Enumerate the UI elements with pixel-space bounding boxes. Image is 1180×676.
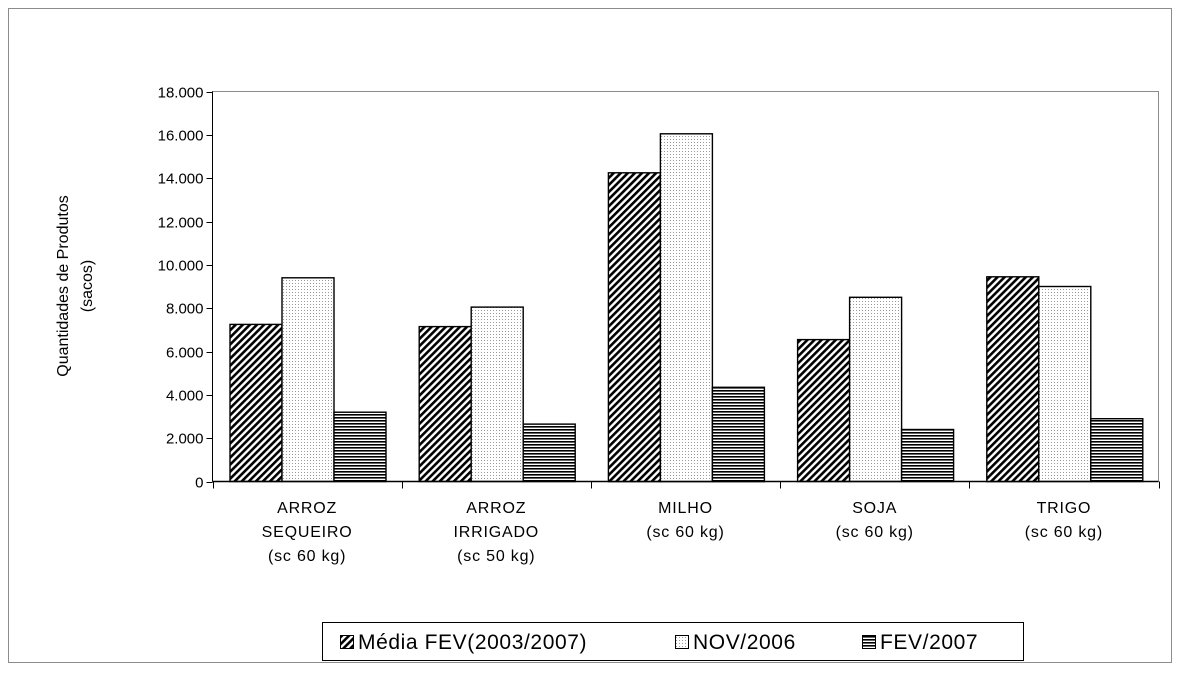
x-category-label-line: (sc 60 kg) bbox=[1025, 524, 1103, 541]
bars-group bbox=[229, 133, 1144, 483]
y-tick-label: 16.000 bbox=[158, 128, 204, 145]
y-tick-label: 6.000 bbox=[166, 345, 204, 362]
legend-label-fev-2007: FEV/2007 bbox=[880, 631, 978, 654]
bar-series-2-cat-3 bbox=[900, 428, 955, 483]
y-axis-title: Quantidades de Produtos (sacos) bbox=[55, 195, 96, 376]
y-tick-label: 8.000 bbox=[166, 301, 204, 318]
bar-series-0-cat-1 bbox=[418, 325, 472, 483]
x-category-label-line: (sc 60 kg) bbox=[646, 524, 724, 541]
x-category-label-line: (sc 60 kg) bbox=[836, 524, 914, 541]
x-category-label-line: (sc 50 kg) bbox=[457, 548, 535, 565]
bar-series-2-cat-4 bbox=[1090, 418, 1144, 483]
y-axis-title-line2: (sacos) bbox=[79, 260, 96, 312]
bar-series-2-cat-1 bbox=[522, 423, 576, 483]
x-category-label-line: TRIGO bbox=[1037, 500, 1092, 517]
bar-series-0-cat-3 bbox=[796, 338, 851, 483]
bar-series-1-cat-2 bbox=[659, 133, 714, 483]
y-tick-label: 18.000 bbox=[158, 85, 204, 102]
legend-swatch-media-fev bbox=[340, 635, 354, 649]
bar-series-1-cat-1 bbox=[470, 306, 524, 483]
y-axis: 0 2.000 4.000 6.000 8.000 10.000 12.000 14.000 1… bbox=[158, 85, 213, 492]
legend-label-media-fev: Média FEV(2003/2007) bbox=[358, 631, 587, 654]
bar-series-0-cat-4 bbox=[986, 276, 1040, 483]
bar-series-2-cat-0 bbox=[333, 411, 387, 483]
legend: Média FEV(2003/2007) NOV/2006 FEV/2007 bbox=[322, 622, 1024, 661]
x-category-label-line: ARROZ bbox=[277, 500, 337, 517]
y-tick-label: 4.000 bbox=[166, 388, 204, 405]
legend-label-nov-2006: NOV/2006 bbox=[693, 631, 796, 654]
x-category-label: ARROZ IRRIGADO (sc 50 kg) bbox=[454, 500, 540, 565]
x-axis: ARROZ SEQUEIRO (sc 60 kg) ARROZ IRRIGADO (sc … bbox=[212, 480, 1160, 565]
x-category-label-line: SEQUEIRO bbox=[262, 524, 353, 541]
bar-series-0-cat-0 bbox=[229, 323, 283, 483]
legend-swatch-nov-2006 bbox=[675, 635, 689, 649]
legend-box bbox=[322, 622, 1024, 661]
legend-swatch-fev-2007 bbox=[862, 635, 876, 649]
bar-series-1-cat-3 bbox=[848, 296, 903, 483]
x-category-label: SOJA (sc 60 kg) bbox=[836, 500, 914, 541]
y-tick-label: 2.000 bbox=[166, 431, 204, 448]
x-category-label: ARROZ SEQUEIRO (sc 60 kg) bbox=[262, 500, 353, 565]
bar-series-1-cat-4 bbox=[1038, 285, 1092, 483]
y-tick-label: 10.000 bbox=[158, 258, 204, 275]
y-tick-label: 14.000 bbox=[158, 171, 204, 188]
y-tick-label: 0 bbox=[195, 475, 203, 492]
x-category-label-line: SOJA bbox=[852, 500, 897, 517]
bar-series-0-cat-2 bbox=[607, 172, 662, 483]
x-category-label: MILHO (sc 60 kg) bbox=[646, 500, 724, 541]
x-category-label-line: (sc 60 kg) bbox=[268, 548, 346, 565]
x-category-label-line: ARROZ bbox=[466, 500, 526, 517]
x-category-label-line: MILHO bbox=[658, 500, 713, 517]
bar-series-2-cat-2 bbox=[711, 386, 766, 483]
x-category-label: TRIGO (sc 60 kg) bbox=[1025, 500, 1103, 541]
y-tick-label: 12.000 bbox=[158, 215, 204, 232]
bar-series-1-cat-0 bbox=[281, 277, 335, 483]
x-category-label-line: IRRIGADO bbox=[454, 524, 540, 541]
y-axis-title-line1: Quantidades de Produtos bbox=[55, 195, 72, 376]
